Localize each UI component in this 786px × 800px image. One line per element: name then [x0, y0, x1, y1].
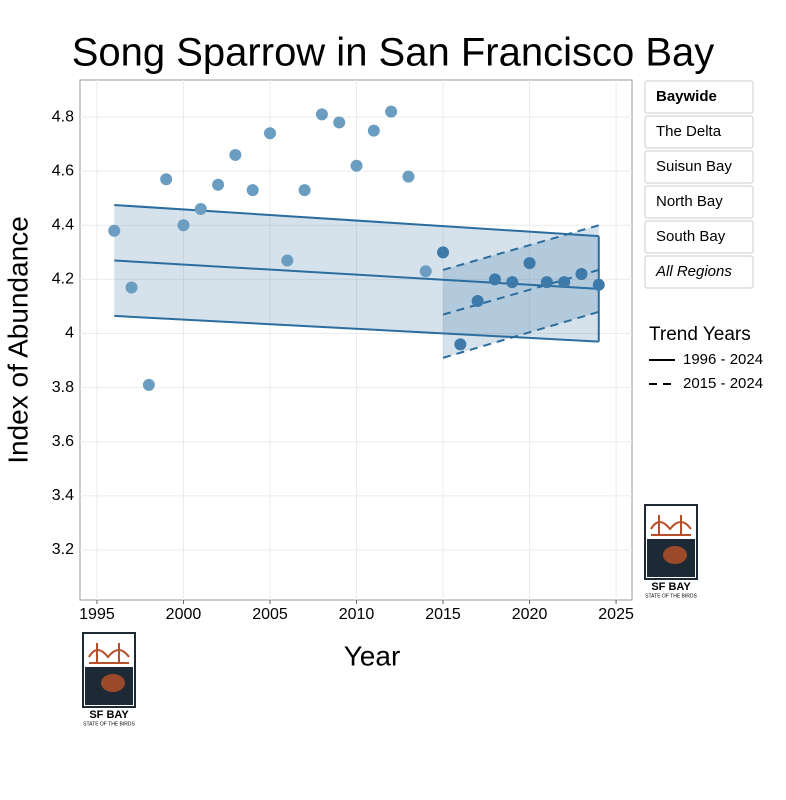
- logo-sky: [85, 635, 133, 673]
- chart-title: Song Sparrow in San Francisco Bay: [72, 31, 715, 75]
- data-point: [194, 203, 207, 216]
- data-point: [402, 170, 415, 183]
- data-point: [523, 257, 536, 270]
- logo-bird: [663, 546, 687, 564]
- x-tick-label: 2025: [598, 606, 634, 623]
- y-tick-label: 4.6: [52, 162, 74, 179]
- x-tick-label: 2020: [512, 606, 548, 623]
- data-point: [263, 127, 276, 140]
- region-button-label[interactable]: North Bay: [656, 193, 723, 210]
- logo-bridge: [650, 515, 692, 536]
- x-axis-label: Year: [344, 640, 401, 671]
- y-tick-label: 4.8: [52, 108, 74, 125]
- data-point: [558, 276, 571, 289]
- region-button-label[interactable]: The Delta: [656, 123, 722, 140]
- y-tick-label: 4: [65, 325, 74, 342]
- region-button[interactable]: [644, 80, 754, 114]
- region-button[interactable]: [644, 115, 754, 149]
- data-point: [333, 116, 346, 129]
- data-point: [454, 338, 467, 351]
- logo-sky: [647, 507, 695, 545]
- data-point: [229, 148, 242, 161]
- region-button-label[interactable]: All Regions: [655, 263, 732, 280]
- plot-area: [79, 79, 633, 601]
- x-tick-label: 2010: [339, 606, 375, 623]
- confidence-band: [443, 225, 599, 358]
- y-tick-label: 3.2: [52, 541, 74, 558]
- data-point: [125, 281, 138, 294]
- data-point: [108, 224, 121, 237]
- logo-title: SF BAY: [89, 709, 129, 721]
- data-point: [471, 295, 484, 308]
- x-tick-label: 2015: [425, 606, 461, 623]
- logo-bridge: [88, 643, 130, 664]
- confidence-band: [114, 204, 599, 342]
- legend-label: 1996 - 2024: [683, 351, 763, 368]
- region-button-label[interactable]: Baywide: [656, 88, 717, 105]
- region-button[interactable]: [644, 185, 754, 219]
- region-button[interactable]: [644, 150, 754, 184]
- data-point: [281, 254, 294, 267]
- logo-subtitle: STATE OF THE BIRDS: [83, 721, 135, 727]
- x-tick-label: 2000: [166, 606, 202, 623]
- trend-line: [114, 259, 599, 290]
- y-tick-label: 3.8: [52, 379, 74, 396]
- data-point: [142, 378, 155, 391]
- y-tick-label: 3.6: [52, 433, 74, 450]
- data-point: [540, 276, 553, 289]
- logo-title: SF BAY: [651, 581, 691, 593]
- y-tick-label: 3.4: [52, 487, 74, 504]
- legend-label: 2015 - 2024: [683, 375, 763, 392]
- region-button[interactable]: [644, 255, 754, 289]
- logo-subtitle: STATE OF THE BIRDS: [645, 593, 697, 599]
- x-tick-label: 1995: [79, 606, 115, 623]
- region-button-label[interactable]: South Bay: [656, 228, 726, 245]
- trend-line: [114, 314, 599, 343]
- y-tick-label: 4.4: [52, 217, 74, 234]
- data-point: [246, 184, 259, 197]
- data-point: [488, 273, 501, 286]
- data-point: [177, 219, 190, 232]
- logo-bird: [101, 674, 125, 692]
- data-point: [419, 265, 432, 278]
- region-button[interactable]: [644, 220, 754, 254]
- data-point: [385, 105, 398, 118]
- data-point: [298, 184, 311, 197]
- data-point: [350, 159, 363, 172]
- region-button-label[interactable]: Suisun Bay: [656, 158, 732, 175]
- data-point: [315, 108, 328, 121]
- data-point: [592, 278, 605, 291]
- y-tick-label: 4.2: [52, 271, 74, 288]
- data-point: [506, 276, 519, 289]
- data-point: [367, 124, 380, 137]
- x-tick-label: 2005: [252, 606, 288, 623]
- data-point: [212, 178, 225, 191]
- data-point: [575, 267, 588, 280]
- data-point: [437, 246, 450, 259]
- data-point: [160, 173, 173, 186]
- legend-title: Trend Years: [649, 324, 751, 345]
- y-axis-label: Index of Abundance: [2, 216, 33, 464]
